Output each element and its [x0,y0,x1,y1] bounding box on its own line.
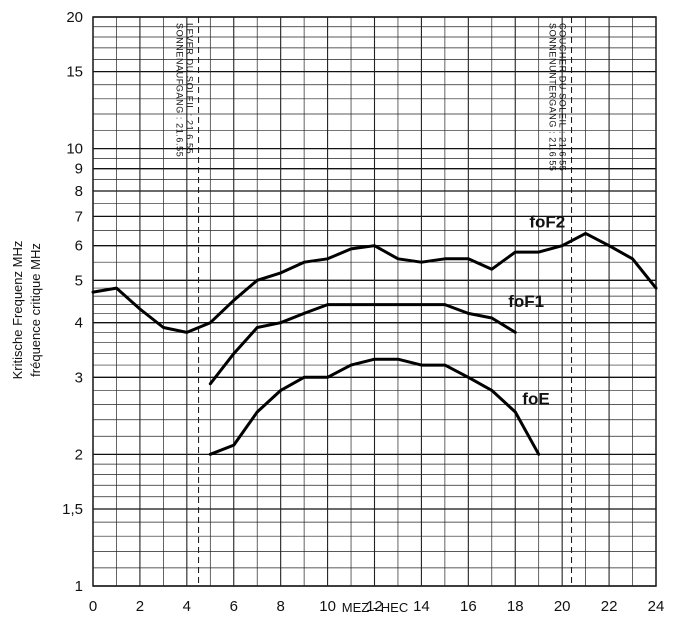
y-tick-label: 8 [75,183,83,200]
y-tick-label: 5 [75,272,83,289]
x-tick-label: 18 [507,598,524,615]
x-tick-label: 14 [413,598,430,615]
x-tick-label: 24 [648,598,665,615]
x-tick-label: 4 [183,598,191,615]
y-tick-label: 9 [75,161,83,178]
series-label-foF1: foF1 [508,292,544,311]
y-tick-label: 20 [66,9,83,26]
y-tick-label: 1 [75,578,83,595]
series-group: foF2 foF1 foE [91,213,658,456]
x-tick-label: 6 [230,598,238,615]
series-label-foF2: foF2 [529,213,565,232]
y-tick-label: 15 [66,64,83,81]
sun-annotations: SONNENAUFGANG : 21.6.55 LEVER DU SOLEIL :… [175,17,573,586]
y-tick-label: 10 [66,141,83,158]
y-tick-label: 3 [75,369,83,386]
x-tick-label: 2 [136,598,144,615]
series-label-foE: foE [522,390,549,409]
x-tick-label: 16 [460,598,477,615]
annotation-text: LEVER DU SOLEIL : 21.6.55 [185,23,195,154]
x-tick-label: 12 [366,598,383,615]
y-tick-label: 1,5 [62,501,83,518]
series-line-foF2 [91,231,658,334]
y-axis-title-line-1: Kritische Frequenz MHz [10,241,25,380]
y-tick-label: 6 [75,238,83,255]
annotation-text: COUCHER DU SOLEIL : 21.6.55 [558,23,568,171]
annotation-text: SONNENAUFGANG : 21.6.55 [175,23,185,157]
grid [92,16,657,587]
y-tick-label: 4 [75,315,83,332]
annotation-text: SONNENUNTERGANG : 21.6.55 [548,23,558,172]
y-axis-title-line-2: fréquence critique MHz [28,243,43,377]
x-tick-label: 10 [319,598,336,615]
x-tick-label: 8 [276,598,284,615]
y-tick-label: 7 [75,208,83,225]
x-axis-title: MEZ - HEC [342,600,408,615]
y-tick-label: 2 [75,446,83,463]
x-tick-label: 0 [89,598,97,615]
x-tick-label: 20 [554,598,571,615]
x-tick-label: 22 [601,598,618,615]
series-line-foF1 [208,303,517,386]
series-line-foE [208,357,541,456]
